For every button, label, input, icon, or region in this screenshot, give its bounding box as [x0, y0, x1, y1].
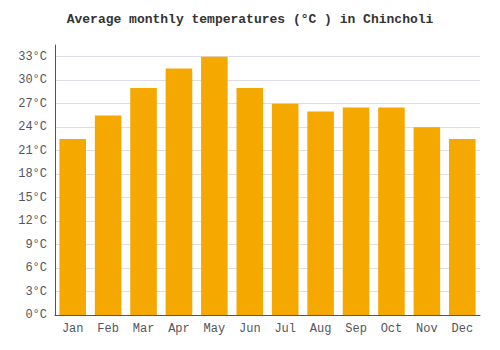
svg-text:3°C: 3°C: [25, 285, 47, 299]
svg-text:Jun: Jun: [239, 322, 261, 336]
svg-text:May: May: [204, 322, 226, 336]
svg-text:Jan: Jan: [62, 322, 84, 336]
svg-text:24°C: 24°C: [18, 120, 47, 134]
svg-text:15°C: 15°C: [18, 191, 47, 205]
svg-text:33°C: 33°C: [18, 50, 47, 64]
svg-text:Average monthly temperatures (: Average monthly temperatures (°C ) in Ch…: [67, 12, 434, 27]
svg-text:Oct: Oct: [381, 322, 403, 336]
svg-text:12°C: 12°C: [18, 214, 47, 228]
svg-text:18°C: 18°C: [18, 167, 47, 181]
svg-text:9°C: 9°C: [25, 238, 47, 252]
svg-text:27°C: 27°C: [18, 97, 47, 111]
svg-text:21°C: 21°C: [18, 144, 47, 158]
svg-text:30°C: 30°C: [18, 73, 47, 87]
svg-text:6°C: 6°C: [25, 261, 47, 275]
svg-text:0°C: 0°C: [25, 308, 47, 322]
svg-text:Jul: Jul: [274, 322, 296, 336]
svg-text:Apr: Apr: [168, 322, 190, 336]
svg-text:Nov: Nov: [416, 322, 438, 336]
svg-text:Mar: Mar: [133, 322, 155, 336]
svg-text:Feb: Feb: [97, 322, 119, 336]
svg-text:Aug: Aug: [310, 322, 332, 336]
svg-text:Sep: Sep: [345, 322, 367, 336]
svg-text:Dec: Dec: [451, 322, 473, 336]
